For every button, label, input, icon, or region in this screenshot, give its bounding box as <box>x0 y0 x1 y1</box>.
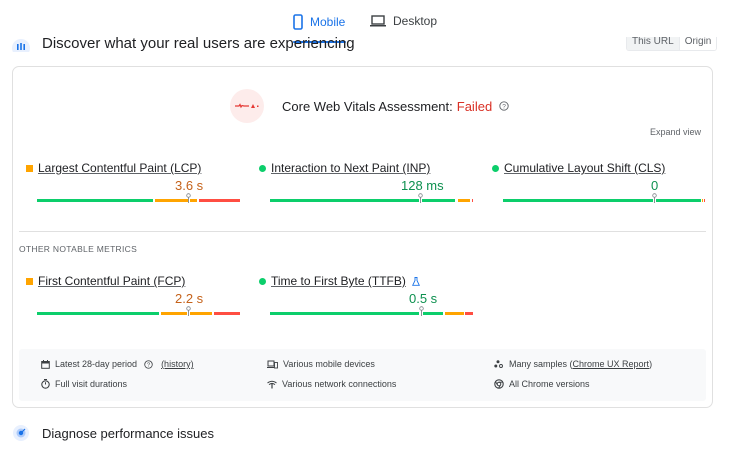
toggle-origin[interactable]: Origin <box>678 37 717 50</box>
svg-text:?: ? <box>502 103 506 110</box>
metric-cls-distribution-bar <box>503 193 706 203</box>
diagnose-title: Diagnose performance issues <box>42 425 214 441</box>
history-link[interactable]: (history) <box>161 359 194 369</box>
toggle-this-url[interactable]: This URL <box>627 37 679 50</box>
data-info-panel: Latest 28-day period ? (history) Full vi… <box>19 349 706 401</box>
discover-header: Discover what your real users are experi… <box>12 36 355 52</box>
flask-icon <box>411 276 420 286</box>
devices-icon <box>267 360 278 368</box>
percentile-marker-icon <box>186 193 191 203</box>
expand-view-button[interactable]: Expand view <box>649 127 701 137</box>
metric-lcp-link[interactable]: Largest Contentful Paint (LCP) <box>38 161 202 175</box>
help-circle-icon[interactable]: ? <box>144 359 153 369</box>
good-dot-icon <box>259 164 266 172</box>
assessment-label: Core Web Vitals Assessment: Failed <box>282 99 492 114</box>
field-data-card: Core Web Vitals Assessment: Failed ? Expa… <box>12 66 713 408</box>
info-period-text: Latest 28-day period <box>55 359 138 369</box>
vitals-failed-icon <box>230 89 264 123</box>
good-dot-icon <box>492 164 499 172</box>
tab-mobile-label: Mobile <box>310 15 346 29</box>
info-devices-text: Various mobile devices <box>283 359 375 369</box>
assessment-label-text: Core Web Vitals Assessment: <box>282 98 453 114</box>
metric-ttfb-distribution-bar <box>270 306 473 316</box>
cwv-assessment: Core Web Vitals Assessment: Failed ? <box>230 89 509 123</box>
discover-title: Discover what your real users are experi… <box>42 36 355 52</box>
tab-desktop-label: Desktop <box>393 14 438 28</box>
good-dot-icon <box>259 277 266 285</box>
active-tab-indicator <box>293 41 346 43</box>
metric-fcp-link[interactable]: First Contentful Paint (FCP) <box>38 274 186 288</box>
info-durations: Full visit durations <box>41 379 127 389</box>
needs-improvement-square-icon <box>26 164 33 172</box>
assessment-status: Failed <box>456 98 493 114</box>
samples-dots-icon <box>494 359 503 368</box>
stopwatch-icon <box>41 379 50 389</box>
wifi-icon <box>267 380 277 388</box>
laptop-icon <box>370 15 386 27</box>
info-devices: Various mobile devices <box>267 359 375 369</box>
metric-lcp: Largest Contentful Paint (LCP) 3.6 s <box>26 161 240 203</box>
metric-ttfb: Time to First Byte (TTFB) 0.5 s <box>259 274 473 316</box>
metric-inp-value: 128 ms <box>401 178 444 193</box>
diagnose-section-header: Diagnose performance issues <box>13 425 214 441</box>
info-samples-text: Many samples (Chrome UX Report) <box>509 359 652 369</box>
tab-mobile[interactable]: Mobile <box>293 14 345 30</box>
metric-cls: Cumulative Layout Shift (CLS) 0 <box>492 161 705 203</box>
metric-cls-value: 0 <box>651 178 659 193</box>
svg-text:?: ? <box>147 362 151 368</box>
percentile-marker-icon <box>652 193 657 203</box>
needs-improvement-square-icon <box>26 277 33 285</box>
info-period: Latest 28-day period ? (history) <box>41 359 194 369</box>
percentile-marker-icon <box>186 306 191 316</box>
info-chrome-text: All Chrome versions <box>509 379 590 389</box>
samples-suffix: ) <box>649 359 653 369</box>
help-circle-icon[interactable]: ? <box>499 101 509 111</box>
smartphone-icon <box>293 14 303 30</box>
metric-lcp-value: 3.6 s <box>175 178 204 193</box>
metric-inp-link[interactable]: Interaction to Next Paint (INP) <box>271 161 431 175</box>
metric-fcp: First Contentful Paint (FCP) 2.2 s <box>26 274 240 316</box>
info-network: Various network connections <box>267 379 396 389</box>
chrome-ux-report-link[interactable]: Chrome UX Report <box>572 359 650 369</box>
metric-ttfb-value: 0.5 s <box>409 291 438 306</box>
metric-inp-distribution-bar <box>270 193 473 203</box>
crowd-users-icon <box>12 39 30 52</box>
percentile-marker-icon <box>418 193 423 203</box>
calendar-icon <box>41 359 50 369</box>
metric-fcp-distribution-bar <box>37 306 240 316</box>
lighthouse-diagnose-icon <box>13 425 29 441</box>
metric-lcp-distribution-bar <box>37 193 240 203</box>
metric-fcp-value: 2.2 s <box>175 291 204 306</box>
info-network-text: Various network connections <box>282 379 397 389</box>
section-divider <box>19 231 706 232</box>
chrome-icon <box>494 379 504 389</box>
info-durations-text: Full visit durations <box>55 379 128 389</box>
info-chrome: All Chrome versions <box>494 379 590 389</box>
percentile-marker-icon <box>419 306 424 316</box>
url-origin-toggle: This URL Origin <box>626 37 718 51</box>
metric-ttfb-link[interactable]: Time to First Byte (TTFB) <box>271 274 406 288</box>
metric-cls-link[interactable]: Cumulative Layout Shift (CLS) <box>504 161 666 175</box>
tab-desktop[interactable]: Desktop <box>370 14 437 28</box>
info-samples: Many samples (Chrome UX Report) <box>494 359 652 369</box>
metric-inp: Interaction to Next Paint (INP) 128 ms <box>259 161 473 203</box>
other-metrics-heading: OTHER NOTABLE METRICS <box>19 244 138 254</box>
samples-prefix: Many samples ( <box>509 359 573 369</box>
device-tabs: Mobile Desktop <box>0 0 750 44</box>
